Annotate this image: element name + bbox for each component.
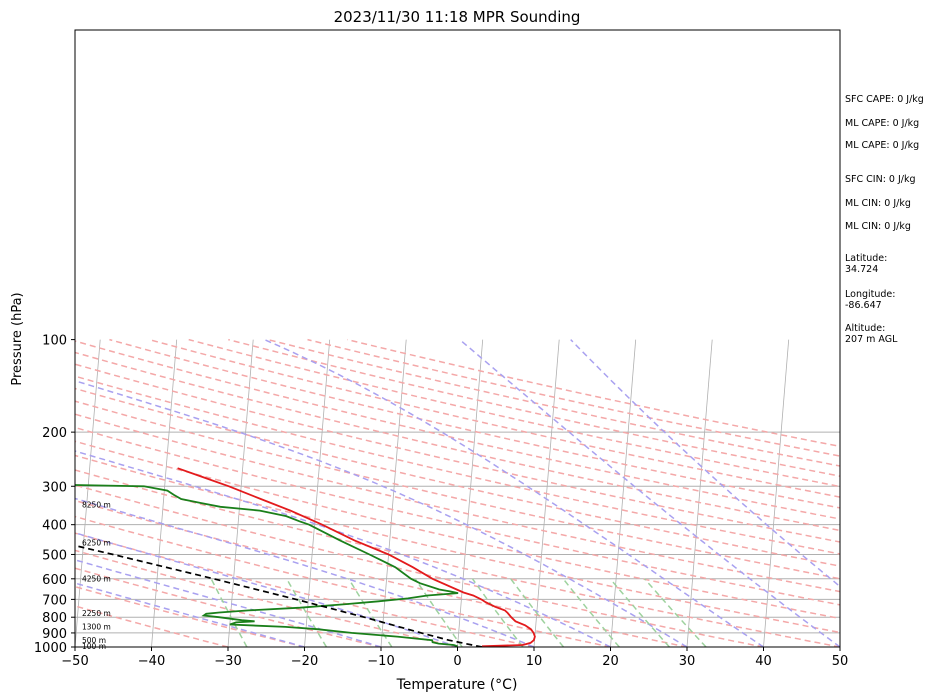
x-tick-label: −30 xyxy=(214,654,241,669)
height-label: 8250 m xyxy=(82,500,111,509)
isotherm-line xyxy=(917,340,942,647)
y-tick-label: 500 xyxy=(42,548,67,563)
info-annotation: SFC CAPE: 0 J/kg xyxy=(845,94,924,105)
y-tick-label: 100 xyxy=(42,334,67,349)
height-label: 2250 m xyxy=(82,609,111,618)
dry-adiabat-line xyxy=(75,351,840,532)
parcel-line xyxy=(75,544,483,647)
isotherm-line xyxy=(839,642,840,647)
mixing-ratio-line xyxy=(562,578,620,647)
y-tick-label: 300 xyxy=(42,480,67,495)
moist-adiabat-line xyxy=(75,559,382,647)
isotherm-line xyxy=(227,339,254,647)
dry-adiabat-line xyxy=(75,426,840,606)
x-tick-label: 50 xyxy=(832,654,849,669)
height-label: 4250 m xyxy=(82,574,111,583)
height-label: 500 m xyxy=(82,636,106,645)
info-annotation: Altitude: 207 m AGL xyxy=(845,323,898,345)
background-lines xyxy=(75,338,942,647)
moist-adiabat-line xyxy=(264,338,764,647)
dry-adiabat-line xyxy=(75,499,688,647)
moist-adiabat-line xyxy=(75,450,611,647)
info-annotation: SFC CIN: 0 J/kg xyxy=(845,174,916,185)
y-tick-label: 800 xyxy=(42,611,67,626)
x-tick-label: −40 xyxy=(138,654,165,669)
sounding-series xyxy=(75,467,536,647)
isotherm-line xyxy=(75,339,101,647)
x-tick-label: 0 xyxy=(453,654,461,669)
isotherm-line xyxy=(686,339,713,647)
info-annotation: Longitude: -86.647 xyxy=(845,289,895,311)
x-axis-label: Temperature (°C) xyxy=(396,677,518,693)
moist-adiabat-line xyxy=(570,339,840,588)
info-annotation: Latitude: 34.724 xyxy=(845,253,887,275)
dry-adiabat-line xyxy=(75,567,382,647)
x-ticks: −50 −40 −30 −20 −10 0 10 20 30 40 50 xyxy=(61,647,848,669)
isotherm-line xyxy=(763,339,790,647)
y-tick-label: 600 xyxy=(42,573,67,588)
x-tick-label: −10 xyxy=(367,654,394,669)
moist-adiabat-line xyxy=(75,532,458,647)
y-tick-label: 200 xyxy=(42,426,67,441)
dry-adiabat-line xyxy=(75,440,840,620)
mixing-ratio-line xyxy=(510,578,565,647)
dry-adiabat-line xyxy=(75,454,840,634)
x-tick-label: −20 xyxy=(291,654,318,669)
y-tick-label: 1000 xyxy=(34,641,67,656)
dry-adiabat-line xyxy=(188,338,840,488)
isotherm-line xyxy=(380,339,407,647)
dry-adiabat-line xyxy=(75,605,229,647)
isotherm-line xyxy=(610,339,637,647)
info-annotation: ML CIN: 0 J/kg xyxy=(845,221,911,232)
dry-adiabat-line xyxy=(75,469,840,647)
mixing-ratio-line xyxy=(644,578,707,647)
mixing-ratio-line xyxy=(471,578,524,647)
x-tick-label: 10 xyxy=(526,654,543,669)
dry-adiabat-line xyxy=(267,338,840,467)
mixing-ratio-line xyxy=(348,578,393,647)
dry-adiabat-line xyxy=(75,387,840,567)
moist-adiabat-line xyxy=(75,582,305,647)
y-tick-label: 400 xyxy=(42,519,67,534)
dry-adiabat-line xyxy=(75,549,458,647)
temperature-line xyxy=(177,467,536,647)
mixing-ratio-line xyxy=(210,578,248,647)
dry-adiabat-line xyxy=(75,413,840,593)
height-label: 6250 m xyxy=(82,538,111,547)
mixing-ratio-line xyxy=(286,578,328,647)
x-tick-label: 40 xyxy=(755,654,772,669)
x-tick-label: −50 xyxy=(61,654,88,669)
dry-adiabat-line xyxy=(109,338,840,509)
y-tick-label: 900 xyxy=(42,627,67,642)
dry-adiabat-line xyxy=(75,515,611,647)
moist-adiabat-line xyxy=(75,379,688,647)
dry-adiabat-line xyxy=(75,532,535,647)
dry-adiabat-line xyxy=(75,375,840,555)
x-tick-label: 20 xyxy=(602,654,619,669)
y-tick-label: 700 xyxy=(42,593,67,608)
info-annotation: ML CAPE: 0 J/kg xyxy=(845,140,919,151)
dry-adiabat-line xyxy=(75,400,840,580)
info-annotation: ML CIN: 0 J/kg xyxy=(845,198,911,209)
chart-title: 2023/11/30 11:18 MPR Sounding xyxy=(334,8,581,26)
x-tick-label: 30 xyxy=(679,654,696,669)
info-annotation: ML CAPE: 0 J/kg xyxy=(845,118,919,129)
dry-adiabat-line xyxy=(75,340,840,520)
isotherm-line xyxy=(304,339,331,647)
moist-adiabat-line xyxy=(459,339,840,647)
dewpoint-line xyxy=(75,484,459,647)
mixing-ratio-line xyxy=(609,578,670,647)
y-axis-label: Pressure (hPa) xyxy=(10,292,25,385)
height-label: 1300 m xyxy=(82,622,111,631)
info-annotations: SFC CAPE: 0 J/kg ML CAPE: 0 J/kg ML CAPE: … xyxy=(845,94,924,345)
mixing-ratio-line xyxy=(414,578,463,647)
dry-adiabat-line xyxy=(75,363,840,543)
